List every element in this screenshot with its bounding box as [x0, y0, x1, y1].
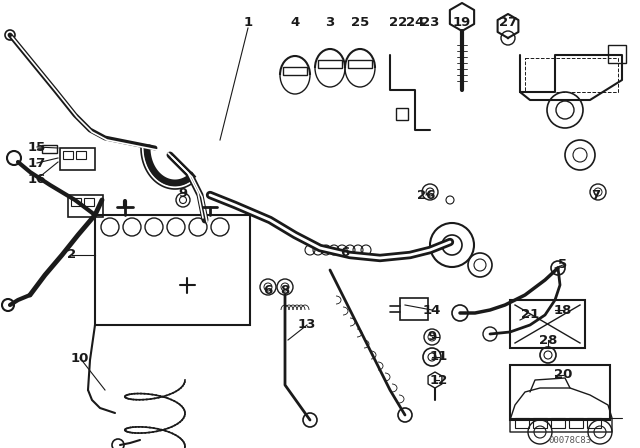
Text: 2: 2 [67, 249, 77, 262]
Bar [510, 300, 585, 348]
Text: 8: 8 [280, 284, 290, 297]
Bar [76, 151, 86, 159]
Bar [400, 298, 428, 320]
Bar [551, 418, 565, 428]
Text: 9: 9 [179, 186, 188, 199]
Text: 18: 18 [554, 303, 572, 316]
Text: 5: 5 [559, 258, 568, 271]
Text: 17: 17 [28, 156, 46, 169]
Text: 26: 26 [417, 189, 435, 202]
Bar [608, 45, 626, 63]
Text: 7: 7 [591, 189, 600, 202]
Bar [63, 151, 73, 159]
Text: 3: 3 [325, 16, 335, 29]
Bar [510, 365, 610, 420]
Text: 22: 22 [389, 16, 407, 29]
Text: 28: 28 [539, 333, 557, 346]
Text: 10: 10 [71, 352, 89, 365]
Bar [587, 418, 601, 428]
Text: 25: 25 [351, 16, 369, 29]
Bar [533, 418, 547, 428]
Text: 4: 4 [291, 16, 300, 29]
Text: 6: 6 [264, 284, 273, 297]
Bar [84, 198, 94, 206]
Text: 27: 27 [499, 16, 517, 29]
Bar [569, 418, 583, 428]
Text: 14: 14 [423, 303, 441, 316]
Text: 24: 24 [406, 16, 424, 29]
Text: 11: 11 [430, 350, 448, 363]
Text: 00078C83: 00078C83 [548, 435, 591, 444]
Bar [42, 145, 57, 153]
Bar [515, 418, 529, 428]
Bar [68, 195, 103, 217]
Bar [348, 60, 372, 68]
Text: 15: 15 [28, 141, 46, 154]
Text: 13: 13 [298, 319, 316, 332]
Text: 20: 20 [554, 369, 572, 382]
Text: 12: 12 [430, 374, 448, 387]
Text: 6: 6 [340, 246, 349, 258]
Bar [60, 148, 95, 170]
Bar [71, 198, 81, 206]
Bar [396, 108, 408, 120]
Bar [283, 67, 307, 75]
Bar [95, 215, 250, 325]
Text: 19: 19 [453, 16, 471, 29]
Bar [318, 60, 342, 68]
Text: 9: 9 [428, 331, 436, 344]
Text: 16: 16 [28, 172, 46, 185]
Text: 23: 23 [421, 16, 439, 29]
Text: 1: 1 [243, 16, 253, 29]
Text: 21: 21 [521, 309, 539, 322]
